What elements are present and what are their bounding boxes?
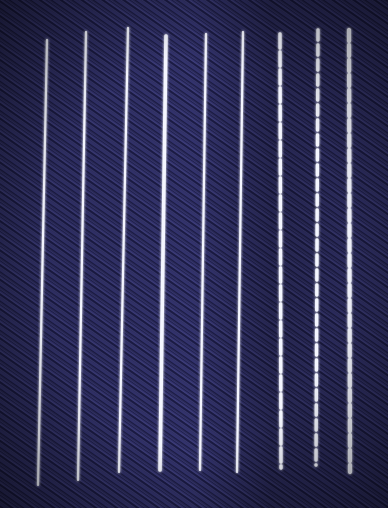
denim-stitch-photo — [0, 0, 388, 508]
stitch-sample-image — [0, 0, 388, 508]
